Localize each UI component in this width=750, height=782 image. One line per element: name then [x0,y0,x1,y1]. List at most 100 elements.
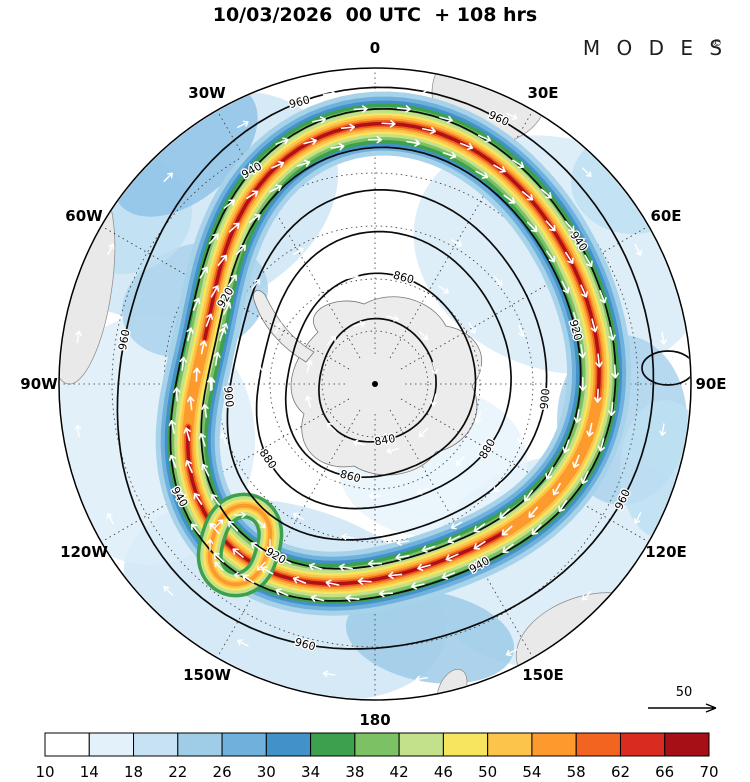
wind-arrow-icon [540,188,552,199]
wind-arrow-icon [292,512,305,521]
wind-arrow-icon [410,582,425,590]
wind-arrow-icon [595,353,603,368]
wind-arrow-icon [475,170,489,179]
colorbar-cell [354,732,400,757]
wind-arrow-icon [572,454,580,469]
colorbar-tick-label: 42 [390,763,409,781]
wind-arrow-icon [198,433,206,447]
wind-arrow-icon [338,563,353,571]
colorbar-cell [265,732,312,757]
wind-arrow-icon [190,523,201,535]
wind-arrow-icon [266,538,274,552]
wind-arrow-icon [228,222,240,233]
wind-arrow-icon [186,327,194,342]
wind-arrow-icon [608,326,616,341]
wind-arrow-icon [322,670,336,678]
colorbar-cell [398,732,444,757]
wind-arrow-icon [593,388,602,403]
wind-arrow-icon [493,164,506,173]
wind-arrow-icon [430,393,438,407]
wind-arrow-icon [275,588,289,597]
wind-arrow-icon [579,376,587,392]
wind-arrow-icon [367,559,383,568]
wind-arrow-icon [450,239,463,247]
colorbar-tick-label: 54 [522,763,541,781]
wind-arrow-icon [633,512,642,524]
longitude-label: 0 [370,39,380,57]
wind-arrow-icon [208,377,216,391]
wind-arrow-icon [278,556,292,565]
wind-arrow-icon [296,159,311,167]
wind-arrow-icon [168,420,176,434]
wind-arrow-icon [545,220,556,232]
wind-arrow-icon [564,220,575,233]
wind-arrow-icon [396,539,410,546]
wind-arrow-icon [256,519,266,529]
wind-arrow-icon [233,511,247,519]
wind-arrow-icon [346,273,359,281]
wind-arrow-icon [502,543,514,554]
colorbar-cell [575,732,621,757]
colorbar-cell [442,732,489,757]
wind-arrow-icon [193,367,201,382]
height-contour [116,86,655,650]
longitude-label: 60E [650,207,681,225]
colorbar-cell [221,732,267,757]
wind-arrow-icon [325,579,340,587]
wind-arrow-icon [107,243,115,256]
wind-arrow-icon [246,190,259,200]
colorbar-tick-label: 38 [345,763,364,781]
colorbar-tick-label: 34 [301,763,320,781]
colorbar-tick-label: 26 [213,763,232,781]
wind-arrow-icon [292,576,307,584]
colorbar-cell [177,732,223,757]
wind-arrow-icon [597,437,606,452]
wind-arrow-icon [505,112,518,120]
wind-arrow-icon [499,508,510,519]
colorbar-tick-label: 22 [168,763,187,781]
antarctic-peninsula [252,290,315,363]
wind-arrow-icon [546,250,556,263]
wind-vectors [74,86,667,683]
wind-arrow-icon [478,366,486,380]
wind-reference: 50 [648,685,717,713]
wind-arrow-icon [326,335,337,346]
colorbar-cell [619,732,666,757]
wind-arrow-icon [192,297,201,311]
wind-arrow-icon [213,351,221,366]
wind-arrow-icon [106,512,114,525]
wind-arrow-icon [468,322,477,334]
wind-arrow-icon [306,293,318,302]
wind-arrow-icon [308,562,323,571]
wind-arrow-icon [303,137,317,146]
wind-arrow-icon [459,142,474,151]
wind-arrow-icon [477,134,492,143]
wind-arrow-icon [386,315,399,322]
wind-arrow-icon [561,280,570,294]
wind-arrow-icon [415,86,429,94]
wind-arrow-icon [450,521,463,530]
wind-arrow-icon [518,324,526,337]
wind-arrow-icon [179,356,187,371]
latitude-circle [111,120,639,648]
wind-arrow-icon [545,466,554,480]
wind-arrow-icon [531,524,542,535]
wind-arrow-icon [193,492,203,505]
reference-arrow-icon [648,703,717,713]
wind-arrow-icon [261,413,269,426]
wind-arrow-icon [418,330,429,341]
longitude-label: 60W [65,207,103,225]
wind-arrow-icon [418,427,429,438]
wind-arrow-icon [431,361,439,375]
modes-logo: M O D E S [583,36,727,60]
wind-arrow-icon [352,439,366,447]
colorbar-cell [88,732,135,757]
wind-arrow-icon [472,559,485,568]
wind-arrow-icon [206,538,214,552]
wind-arrow-icon [392,268,406,276]
wind-arrow-icon [185,460,193,474]
longitude-label: 30W [188,84,226,102]
wind-arrow-icon [183,427,191,442]
wind-arrow-icon [304,395,312,408]
contour-label: 840 [373,432,396,448]
